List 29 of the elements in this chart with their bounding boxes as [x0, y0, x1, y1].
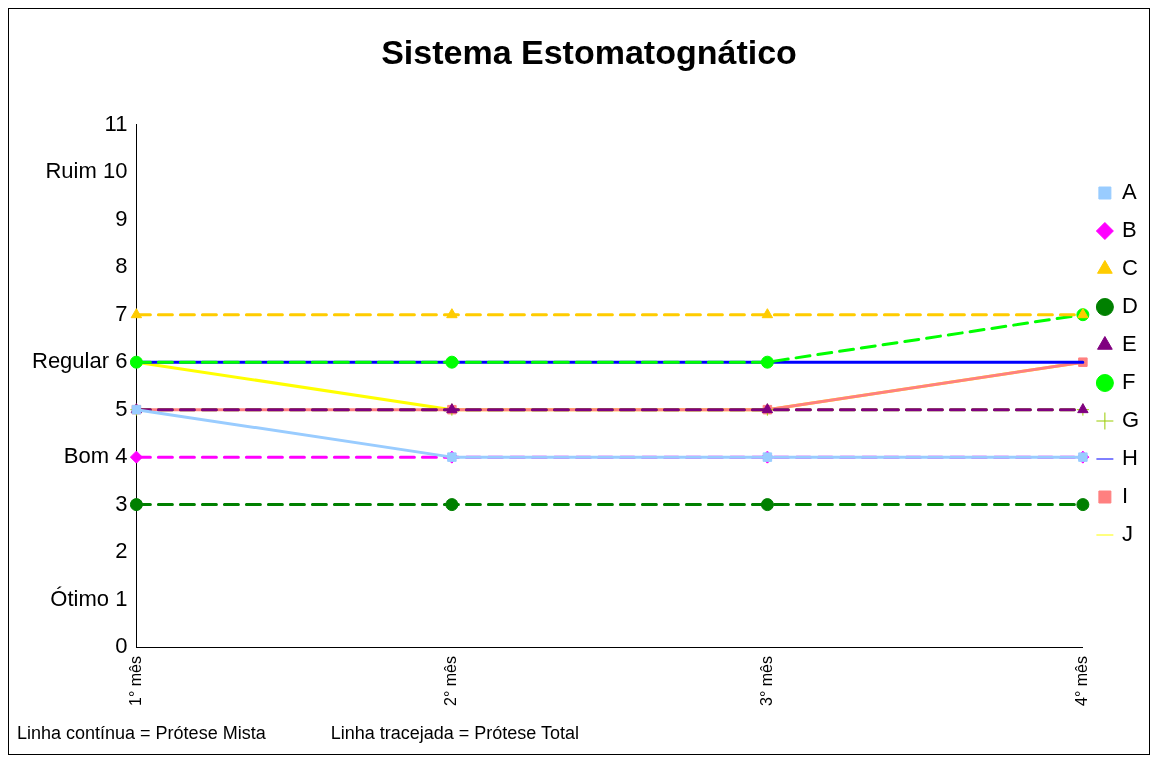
- legend-label: D: [1121, 293, 1138, 319]
- y-tick-label: 11: [104, 110, 128, 136]
- legend-label: E: [1121, 331, 1137, 357]
- y-tick-label: Regular 6: [32, 348, 128, 374]
- x-tick-label: 2° mês: [442, 656, 460, 706]
- y-tick-label: 7: [115, 300, 128, 326]
- legend-label: B: [1121, 217, 1137, 243]
- text: Linha contínua = Prótese Mista: [17, 722, 267, 743]
- y-tick-label: Ruim 10: [45, 158, 128, 184]
- y-tick-label: 2: [115, 538, 128, 564]
- y-tick-label: Ótimo 1: [50, 585, 128, 611]
- chart-title: Sistema Estomatognático: [381, 32, 797, 71]
- x-tick-label: 4° mês: [1073, 656, 1091, 706]
- x-tick-label: 3° mês: [757, 656, 775, 706]
- y-tick-label: 8: [115, 253, 128, 279]
- legend-label: F: [1121, 369, 1136, 395]
- x-tick-label: 1° mês: [126, 656, 144, 706]
- legend-label: A: [1121, 179, 1137, 205]
- legend-label: H: [1121, 445, 1138, 471]
- y-tick-label: 9: [115, 205, 128, 231]
- legend-label: G: [1121, 407, 1140, 433]
- y-tick-label: 3: [115, 490, 128, 516]
- y-tick-label: Bom 4: [63, 443, 128, 469]
- text: Linha tracejada = Prótese Total: [330, 722, 579, 743]
- y-tick-label: 5: [115, 395, 128, 421]
- legend-label: J: [1121, 521, 1133, 547]
- legend-label: I: [1121, 483, 1129, 509]
- legend-label: C: [1121, 255, 1138, 281]
- y-tick-label: 0: [115, 633, 128, 659]
